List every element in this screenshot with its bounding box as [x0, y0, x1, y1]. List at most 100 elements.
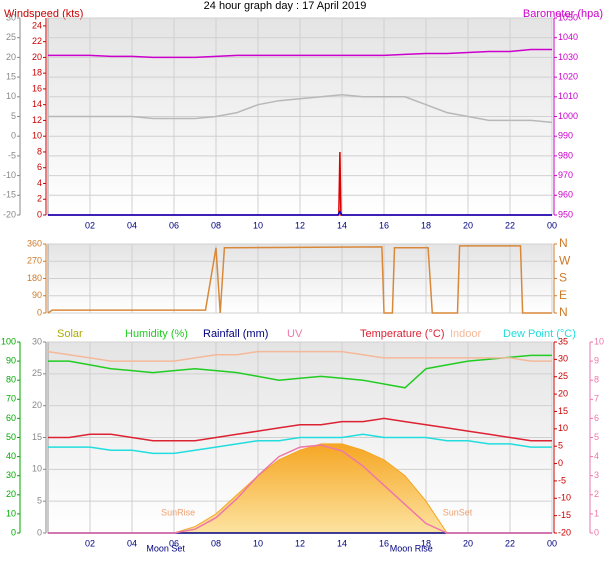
axis-title: Windspeed (kts) — [4, 8, 83, 20]
y-tick-label: 180 — [27, 273, 42, 283]
y-tick-label: 960 — [558, 190, 573, 200]
y-tick-label: 10 — [558, 423, 568, 433]
x-tick-label: 08 — [211, 220, 221, 230]
y-tick-label: 8 — [594, 375, 599, 385]
annotation: Moon Rise — [390, 543, 433, 553]
y-tick-label: 100 — [1, 336, 16, 346]
y-tick-label: 5 — [594, 432, 599, 442]
chart-title: 24 hour graph day : 17 April 2019 — [204, 0, 367, 12]
y-tick-label: 360 — [27, 238, 42, 248]
axis-title: Barometer (hpa) — [523, 8, 603, 20]
x-tick-label: 00 — [547, 220, 557, 230]
y-tick-label: 4 — [594, 451, 599, 461]
legend-label: Indoor — [450, 328, 482, 340]
y-tick-label: 10 — [594, 336, 604, 346]
y-tick-label: 60 — [6, 413, 16, 423]
y-tick-label: 5 — [11, 111, 16, 121]
x-tick-label: 08 — [211, 538, 221, 548]
x-tick-label: 12 — [295, 220, 305, 230]
y-tick-label: 950 — [558, 209, 573, 219]
y-tick-label: -10 — [558, 493, 571, 503]
y-tick-label: 4 — [37, 178, 42, 188]
x-tick-label: 10 — [253, 538, 263, 548]
y-tick-label: 5 — [37, 496, 42, 506]
y-tick-label: -15 — [558, 510, 571, 520]
x-tick-label: 18 — [421, 538, 431, 548]
y-tick-label: 1030 — [558, 52, 578, 62]
y-tick-label: 20 — [32, 400, 42, 410]
x-tick-label: 06 — [169, 538, 179, 548]
y-tick-label: 10 — [32, 464, 42, 474]
legend-label: Solar — [57, 328, 83, 340]
y-tick-label: 5 — [558, 441, 563, 451]
y-tick-label: 30 — [32, 336, 42, 346]
y-tick-label: 20 — [6, 52, 16, 62]
y-tick-label: 18 — [32, 68, 42, 78]
y-tick-label: 30 — [6, 12, 16, 22]
y-tick-label: 1010 — [558, 91, 578, 101]
y-tick-label: 10 — [32, 131, 42, 141]
x-tick-label: 18 — [421, 220, 431, 230]
y-tick-label: -5 — [8, 150, 16, 160]
annotation: Moon Set — [146, 543, 185, 553]
y-tick-label: 22 — [32, 36, 42, 46]
y-tick-label: 90 — [6, 355, 16, 365]
y-tick-label: 35 — [558, 336, 568, 346]
y-tick-label: 30 — [6, 470, 16, 480]
y-tick-label: -10 — [3, 170, 16, 180]
line — [48, 433, 552, 455]
annotation: SunRise — [161, 507, 195, 517]
x-tick-label: 14 — [337, 538, 347, 548]
line — [47, 245, 552, 314]
y-tick-label: 15 — [6, 71, 16, 81]
y-tick-label: -15 — [3, 190, 16, 200]
y-tick-label: 40 — [6, 451, 16, 461]
line — [48, 444, 552, 534]
y-tick-label: 8 — [37, 146, 42, 156]
x-tick-label: 02 — [85, 538, 95, 548]
y-tick-label: -20 — [3, 209, 16, 219]
y-tick-label: 1050 — [558, 12, 578, 22]
y-tick-label: 10 — [6, 508, 16, 518]
y-tick-label: N — [559, 305, 568, 319]
annotation: SunSet — [443, 507, 473, 517]
y-tick-label: 2 — [37, 194, 42, 204]
y-tick-label: 7 — [594, 394, 599, 404]
y-tick-label: 0 — [594, 527, 599, 537]
legend-label: UV — [287, 328, 303, 340]
y-tick-label: 50 — [6, 432, 16, 442]
y-tick-label: 3 — [594, 470, 599, 480]
y-tick-label: 1020 — [558, 71, 578, 81]
y-tick-label: 1040 — [558, 32, 578, 42]
y-tick-label: N — [559, 236, 568, 250]
y-tick-label: 980 — [558, 150, 573, 160]
y-tick-label: -5 — [558, 475, 566, 485]
x-tick-label: 20 — [463, 220, 473, 230]
y-tick-label: 6 — [37, 162, 42, 172]
line — [48, 354, 552, 389]
x-tick-label: 02 — [85, 220, 95, 230]
x-tick-label: 14 — [337, 220, 347, 230]
legend-label: Dew Point (°C) — [503, 328, 576, 340]
y-tick-label: S — [559, 271, 567, 285]
y-tick-label: 2 — [594, 489, 599, 499]
x-tick-label: 16 — [379, 220, 389, 230]
y-tick-label: 70 — [6, 394, 16, 404]
line — [48, 210, 552, 216]
y-tick-label: 970 — [558, 170, 573, 180]
y-tick-label: 80 — [6, 375, 16, 385]
y-tick-label: 1000 — [558, 111, 578, 121]
y-tick-label: 0 — [37, 307, 42, 317]
y-tick-label: E — [559, 288, 567, 302]
y-tick-label: 24 — [32, 20, 42, 30]
line — [48, 48, 552, 59]
line — [48, 94, 553, 124]
y-tick-label: 15 — [32, 432, 42, 442]
y-tick-label: 9 — [594, 355, 599, 365]
y-tick-label: -20 — [558, 527, 571, 537]
x-tick-label: 10 — [253, 220, 263, 230]
y-tick-label: 14 — [32, 99, 42, 109]
y-tick-label: 25 — [32, 368, 42, 378]
legend-label: Humidity (%) — [125, 328, 188, 340]
